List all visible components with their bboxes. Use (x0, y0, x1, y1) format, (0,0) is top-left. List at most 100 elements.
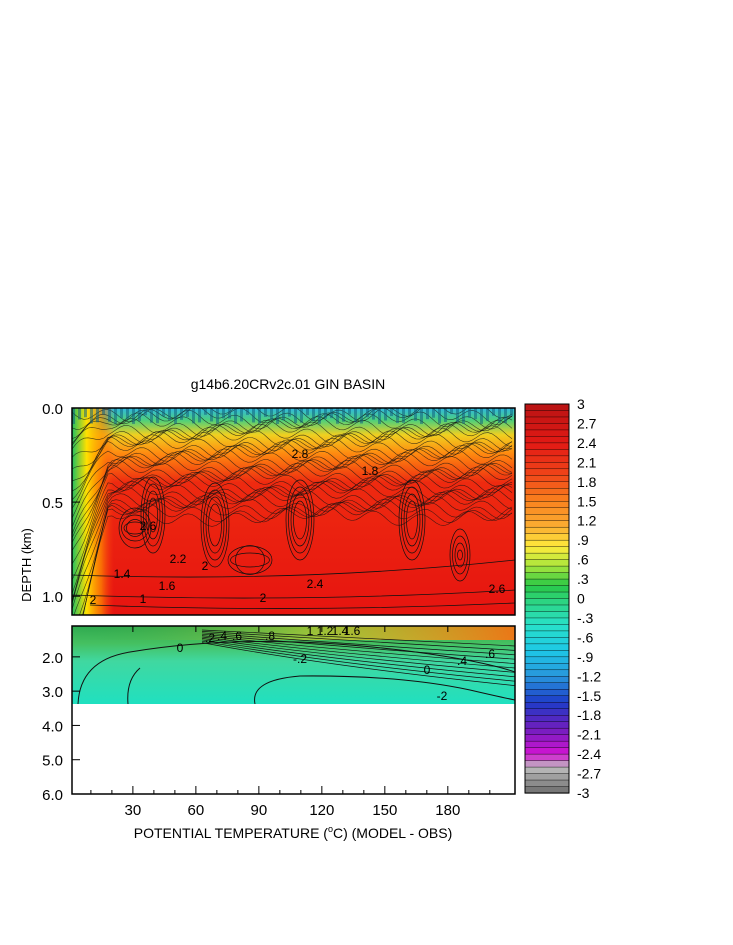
colorbar-swatch (524, 708, 570, 716)
contour-ellipse (140, 476, 166, 554)
colorbar-label: -1.2 (577, 668, 601, 684)
surface-texture (450, 408, 453, 415)
contour-line (72, 408, 513, 452)
colorbar-swatch (524, 501, 570, 509)
surface-texture (414, 408, 417, 421)
contour-ellipse (227, 545, 273, 575)
colorbar-label: -2.1 (577, 727, 601, 743)
contour-line (201, 629, 515, 647)
surface-texture (114, 408, 117, 424)
surface-texture (438, 408, 441, 424)
colorbar-swatch (524, 403, 570, 412)
contour-ellipse (118, 507, 152, 549)
contour-ellipse (285, 479, 315, 561)
contour-line (72, 506, 513, 615)
contour-line (77, 640, 515, 705)
surface-texture (510, 408, 513, 417)
colorbar-swatch (524, 449, 570, 457)
colorbar-swatch (524, 585, 570, 593)
surface-texture (180, 408, 183, 420)
colorbar-swatch (524, 721, 570, 729)
surface-texture (324, 408, 327, 419)
surface-texture (192, 408, 195, 424)
contour-line (72, 480, 513, 604)
surface-texture (468, 408, 471, 418)
colorbar-swatch (524, 494, 570, 502)
x-tick-label: 150 (372, 802, 397, 819)
lower-panel: 2.0 3.0 4.0 5.0 6.0 30 60 90 120 150 180 0 -2 -.2 0.… (42, 624, 516, 819)
colorbar-swatch (524, 539, 570, 548)
contour-label: .2 (205, 631, 215, 645)
colorbar-label: 2.7 (577, 415, 597, 431)
contour-label: .8 (265, 629, 275, 643)
x-axis: 30 60 90 120 150 180 (90, 626, 491, 819)
surface-texture (420, 408, 423, 424)
contour-label: 1.6 (159, 579, 176, 593)
surface-texture (204, 408, 207, 415)
surface-texture (306, 408, 309, 416)
x-tick-label: 120 (309, 802, 334, 819)
contour-line (72, 589, 515, 599)
lower-y-axis: 2.0 3.0 4.0 5.0 6.0 (42, 650, 80, 804)
colorbar-swatch (524, 565, 570, 574)
contour-label: 1 (140, 592, 147, 606)
surface-texture (144, 408, 147, 416)
surface-texture (90, 408, 93, 424)
colorbar-swatch (524, 488, 570, 496)
surface-texture (84, 408, 87, 418)
contour-line (72, 423, 513, 474)
colorbar-label: .3 (577, 571, 589, 587)
upper-y-axis: 0.0 0.5 1.0 (42, 401, 80, 606)
contour-line (72, 445, 513, 519)
colorbar-swatch (524, 416, 570, 425)
colorbar-swatch (524, 702, 570, 710)
contour-label: -2 (437, 689, 448, 703)
surface-texture (408, 408, 411, 416)
colorbar-swatch (524, 436, 570, 444)
contour-label: 1.4 (332, 624, 349, 638)
surface-texture (120, 408, 123, 419)
surface-texture (168, 408, 171, 421)
contour-line (201, 642, 515, 686)
contour-line (89, 602, 515, 609)
contour-line (72, 502, 513, 615)
surface-texture (384, 408, 387, 421)
surface-texture (282, 408, 285, 421)
colorbar-swatch (524, 760, 570, 768)
surface-texture (174, 408, 177, 424)
contour-label: 2.2 (170, 552, 187, 566)
surface-texture (390, 408, 393, 417)
contour-line (72, 455, 513, 539)
x-axis-label-degree: o (328, 824, 333, 834)
surface-texture (504, 408, 507, 424)
surface-texture (480, 408, 483, 424)
surface-texture (354, 408, 357, 423)
colorbar-swatch (524, 611, 570, 619)
colorbar-swatch (524, 643, 570, 651)
contour-ellipse (143, 483, 163, 547)
colorbar-label: 1.8 (577, 474, 597, 490)
contour-line (72, 438, 513, 501)
contour-line (201, 636, 515, 669)
y-tick-label: 0.5 (42, 495, 63, 512)
surface-texture (426, 408, 429, 420)
colorbar-swatch (524, 572, 570, 580)
surface-texture (330, 408, 333, 419)
colorbar-swatch (524, 727, 570, 736)
colorbar-swatch (524, 514, 570, 522)
colorbar-swatch (524, 423, 570, 431)
surface-texture (156, 408, 159, 424)
contour-ellipse (293, 500, 307, 540)
x-tick-label: 180 (435, 802, 460, 819)
contour-line (201, 638, 515, 673)
contour-line (72, 408, 513, 460)
colorbar-label: 3 (577, 396, 585, 412)
contour-label: 1.8 (362, 464, 379, 478)
colorbar-swatch (524, 624, 570, 632)
surface-texture (210, 408, 213, 422)
contour-ellipse (200, 482, 230, 568)
contour-ellipse (235, 545, 265, 575)
surface-texture (300, 408, 303, 423)
colorbar-swatch (524, 773, 570, 781)
